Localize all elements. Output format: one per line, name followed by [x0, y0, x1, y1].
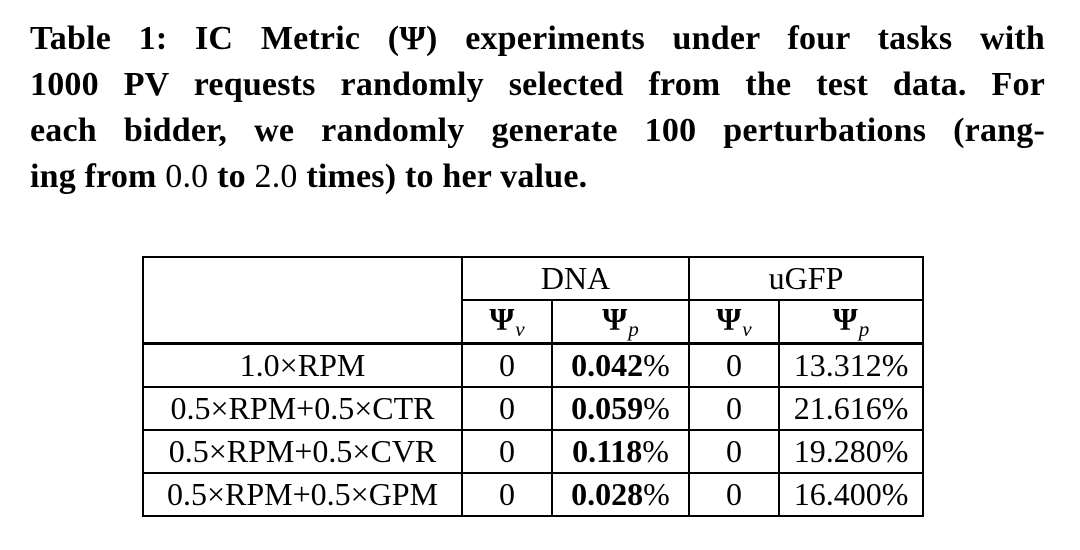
ugfp-psi-p-value: 13.312% — [778, 342, 925, 388]
header-ugfp-psi-v: Ψv — [688, 299, 781, 345]
table-group-header-row: DNA uGFP — [142, 256, 925, 345]
perturbation-range-low: 0.0 — [165, 158, 209, 195]
percent-sign: % — [643, 476, 670, 512]
dna-psi-v-value: 0 — [461, 429, 553, 474]
subscript-v: v — [515, 316, 525, 341]
percent-sign: % — [642, 433, 669, 469]
caption-line-4: ing from 0.0 to 2.0 times) to her value. — [30, 154, 1045, 200]
ugfp-psi-v-value: 0 — [688, 342, 781, 388]
header-dna-psi-v: Ψv — [461, 299, 553, 345]
caption-bold-text: to — [208, 158, 255, 195]
dna-psi-p-value: 0.059% — [550, 386, 691, 431]
dna-psi-v-value: 0 — [461, 342, 553, 388]
ugfp-psi-v-value: 0 — [688, 472, 781, 517]
table-row: 0.5×RPM+0.5×GPM 0 0.028% 0 16.400% — [142, 472, 925, 517]
header-ugfp-psi-p: Ψp — [778, 299, 925, 345]
column-group-ugfp: uGFP — [688, 256, 925, 301]
psi-symbol: Ψ — [716, 301, 742, 338]
ic-metric-table: DNA uGFP Ψv Ψp Ψv Ψp 1.0×RPM 0 0.042% 0 … — [142, 256, 925, 517]
ugfp-psi-p-value: 16.400% — [778, 472, 925, 517]
psi-symbol: Ψ — [602, 301, 628, 338]
perturbation-range-high: 2.0 — [254, 158, 298, 195]
task-label: 1.0×RPM — [142, 342, 463, 388]
ugfp-psi-p-value: 21.616% — [778, 386, 925, 431]
dna-psi-p-value: 0.042% — [550, 342, 691, 388]
table-caption: Table 1: IC Metric (Ψ) experiments under… — [30, 16, 1045, 200]
dna-psi-p-number: 0.059 — [571, 390, 644, 426]
ugfp-psi-v-value: 0 — [688, 429, 781, 474]
dna-psi-p-value: 0.118% — [550, 429, 691, 474]
caption-line-1: Table 1: IC Metric (Ψ) experiments under… — [30, 20, 1045, 57]
column-group-dna: DNA — [460, 256, 691, 301]
ugfp-psi-v-value: 0 — [688, 386, 781, 431]
subscript-v: v — [742, 316, 752, 341]
dna-psi-v-value: 0 — [461, 386, 553, 431]
dna-psi-p-number: 0.042 — [571, 347, 644, 383]
subscript-p: p — [628, 316, 639, 341]
caption-bold-text: times) to her value. — [297, 158, 588, 195]
table-row: 0.5×RPM+0.5×CTR 0 0.059% 0 21.616% — [142, 386, 925, 431]
task-label: 0.5×RPM+0.5×CVR — [142, 429, 463, 474]
table-metric-header-row: Ψv Ψp Ψv Ψp — [143, 299, 925, 345]
dna-psi-p-number: 0.028 — [571, 476, 644, 512]
caption-bold-text: ing from — [30, 158, 166, 195]
table-row: 1.0×RPM 0 0.042% 0 13.312% — [142, 342, 925, 388]
psi-symbol: Ψ — [489, 301, 515, 338]
percent-sign: % — [643, 347, 670, 383]
ugfp-psi-p-value: 19.280% — [778, 429, 925, 474]
table-row: 0.5×RPM+0.5×CVR 0 0.118% 0 19.280% — [142, 429, 925, 474]
header-dna-psi-p: Ψp — [550, 299, 691, 345]
task-label: 0.5×RPM+0.5×CTR — [142, 386, 463, 431]
caption-line-2: 1000 PV requests randomly selected from … — [30, 66, 1045, 103]
psi-symbol: Ψ — [832, 301, 858, 338]
dna-psi-p-value: 0.028% — [550, 472, 691, 517]
task-label: 0.5×RPM+0.5×GPM — [142, 472, 463, 517]
dna-psi-v-value: 0 — [461, 472, 553, 517]
caption-line-3: each bidder, we randomly generate 100 pe… — [30, 112, 1045, 149]
subscript-p: p — [858, 316, 870, 341]
empty-corner-cell — [142, 256, 463, 345]
percent-sign: % — [643, 390, 670, 426]
dna-psi-p-number: 0.118 — [572, 433, 643, 469]
